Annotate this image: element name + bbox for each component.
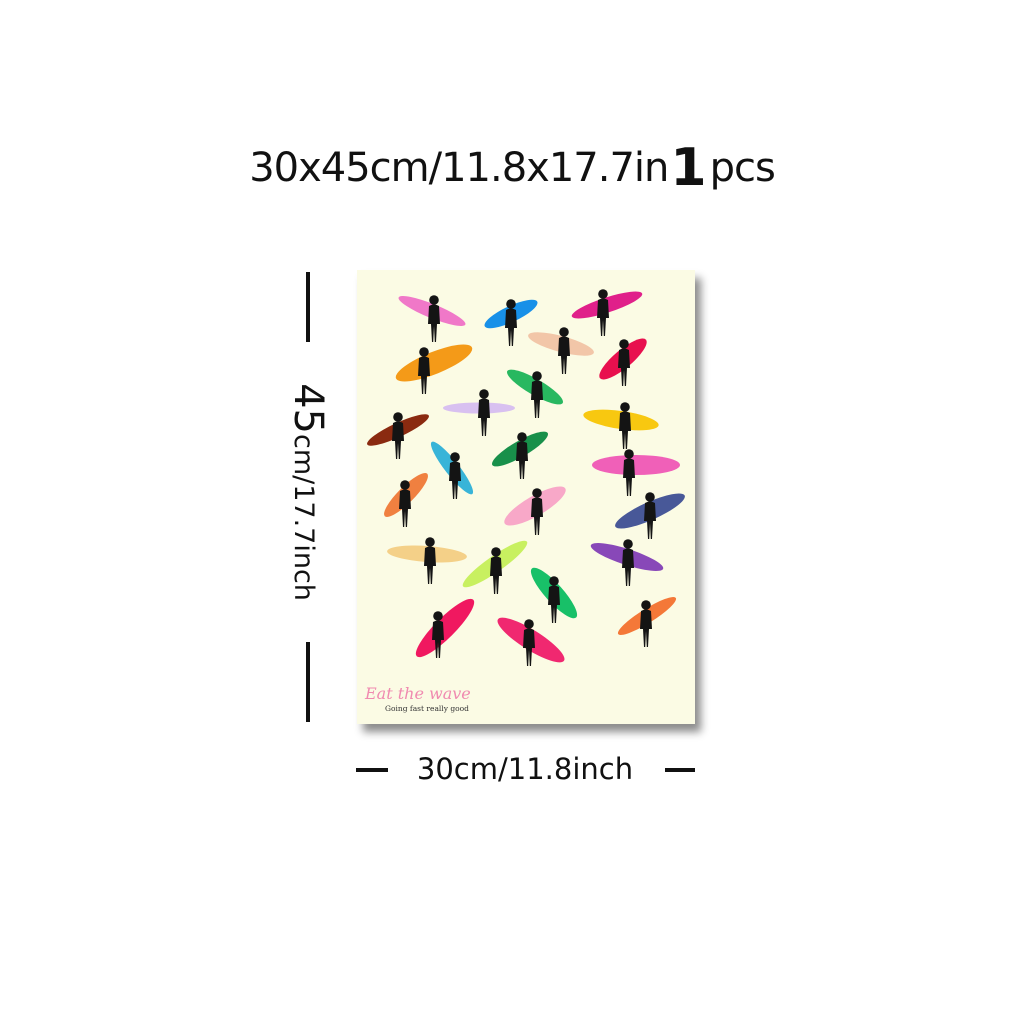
surfer-figure [640,600,652,647]
height-dimension-line-top [306,272,310,342]
surfer-figure [432,611,444,658]
surfer-figure [548,576,560,623]
surfer-figure [392,412,404,459]
height-label-unit: cm/17.7inch [288,433,319,601]
surfer-figure [597,289,609,336]
surfer-figure [623,449,635,496]
size-dimensions: 30x45cm/11.8x17.7in [249,145,669,191]
size-headline: 30x45cm/11.8x17.7in1 pcs [0,138,1024,198]
width-label: 30cm/11.8inch [416,752,634,786]
surfer-figure [531,488,543,535]
quantity-number: 1 [670,138,706,198]
surfer-figure [505,299,517,346]
surfer-figure [516,432,528,479]
quantity-unit: pcs [709,145,776,191]
surfboard [592,455,680,475]
surfer-figure [424,537,436,584]
surfboard [415,598,475,658]
width-dimension-dash-left [356,768,388,772]
width-dimension-dash-right [665,768,695,772]
poster-print: Eat the wave Going fast really good [357,270,695,724]
surfer-figure [644,492,656,539]
surfer-figure [428,295,440,342]
surfer-figure [418,347,430,394]
surfer-figure [478,389,490,436]
surfer-figure [622,539,634,586]
surfer-figure [531,371,543,418]
surfer-figure [449,452,461,499]
surfer-figure [619,402,631,449]
surfer-figure [618,339,630,386]
surfer-figure [490,547,502,594]
surfer-figure [399,480,411,527]
poster-tagline: Going fast really good [385,704,469,713]
surfer-figure [523,619,535,666]
surfer-illustration [367,289,685,666]
poster-brand: Eat the wave [365,684,471,703]
surfer-figure [558,327,570,374]
height-label-number: 45 [285,383,331,434]
height-dimension-line-bottom [306,642,310,722]
surfboard [395,344,473,382]
height-label: 45cm/17.7inch [285,383,331,601]
